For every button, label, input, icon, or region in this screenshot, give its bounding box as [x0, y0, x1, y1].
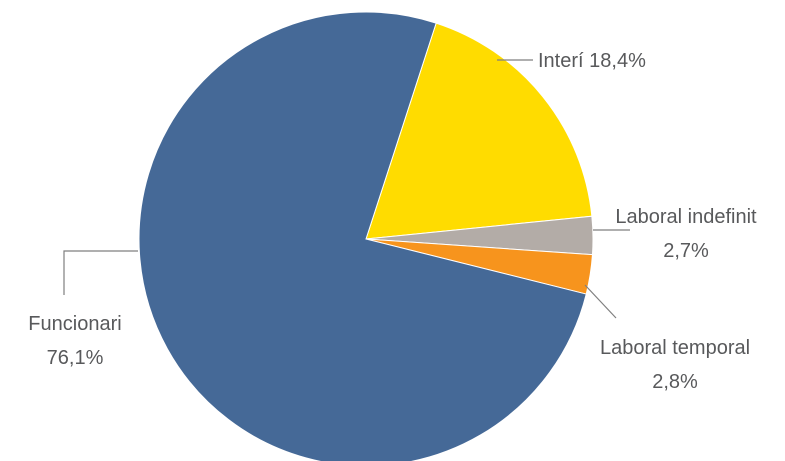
label-laboral-temporal: Laboral temporal [600, 337, 750, 359]
value-laboral-temporal: 2,8% [652, 371, 698, 393]
leader-funcionari [63, 250, 138, 295]
label-funcionari: Funcionari [28, 313, 121, 335]
pie-slices [138, 11, 594, 461]
value-funcionari: 76,1% [47, 347, 104, 369]
label-laboral-indefinit: Laboral indefinit [615, 206, 757, 228]
slice-interi [365, 22, 593, 240]
label-interi: Interí 18,4% [538, 50, 646, 72]
leader-lines [63, 59, 630, 319]
value-laboral-indefinit: 2,7% [663, 240, 709, 262]
slice-funcionari [138, 11, 587, 461]
leader-laboral-temporal [584, 284, 617, 319]
